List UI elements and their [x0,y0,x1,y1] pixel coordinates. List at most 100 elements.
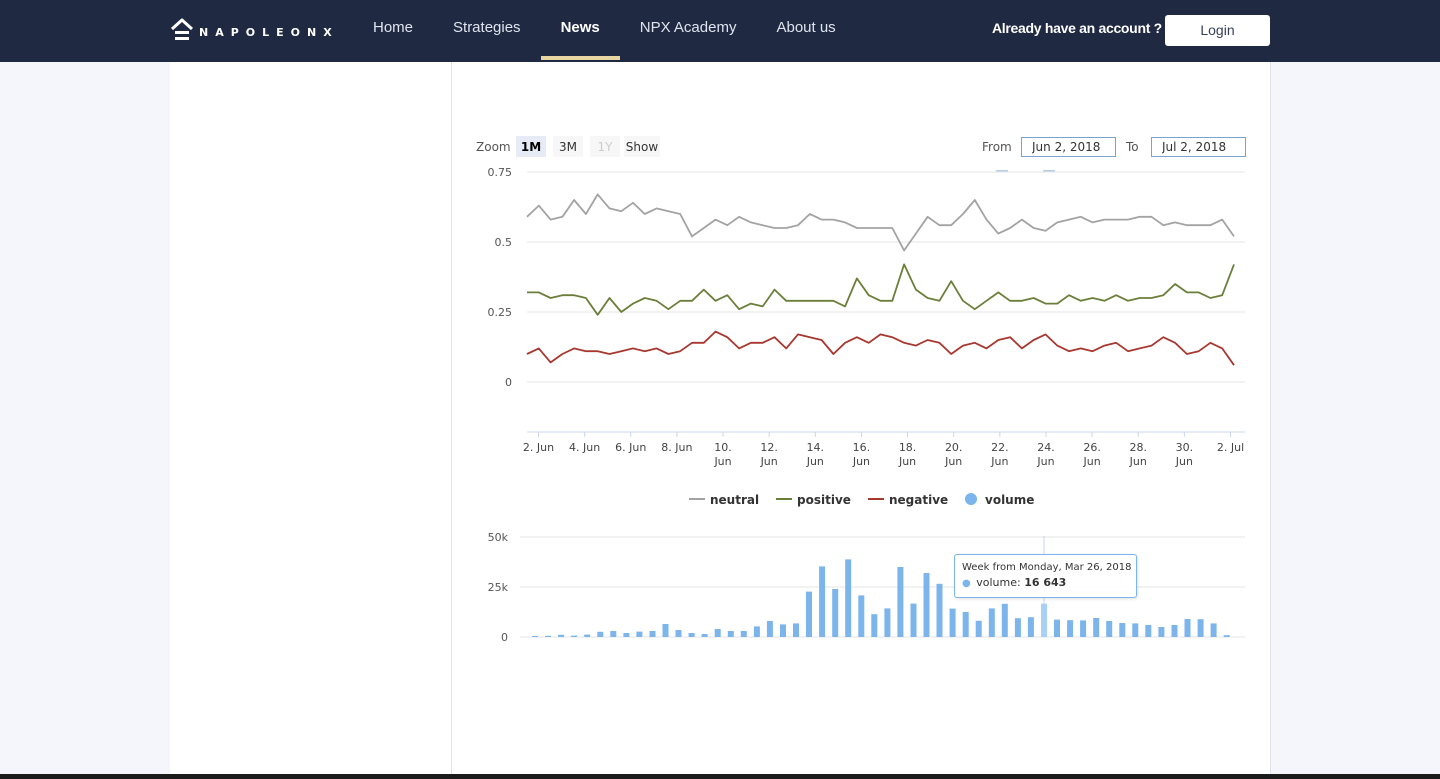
x-tick-label: 2. Jun [523,441,554,454]
x-axis: 2. Jun 4. Jun 6. Jun 8. Jun 10. Jun 12. Jun 14. J… [523,432,1244,468]
legend-item-positive[interactable]: positive [776,493,851,507]
tooltip-series-name: volume [976,576,1017,589]
volume-bar[interactable] [832,589,839,637]
nav-item-about-us[interactable]: About us [776,19,836,36]
volume-bar[interactable] [1027,617,1034,637]
volume-bar[interactable] [740,631,747,637]
volume-bar[interactable] [1132,623,1139,637]
nav-item-npx-academy[interactable]: NPX Academy [639,19,737,36]
volume-bar[interactable] [597,631,604,637]
volume-bar[interactable] [1067,620,1074,637]
volume-bar[interactable] [727,631,734,637]
x-tick-label: 8. Jun [661,441,692,454]
left-sidebar-panel [170,62,451,779]
volume-bar[interactable] [1197,619,1204,637]
zoom-button-1m[interactable]: 1M [516,136,546,157]
main-content-panel [451,62,1271,779]
account-prompt: Already have an account ? [992,20,1162,36]
volume-bar[interactable] [923,573,930,637]
series-line-neutral[interactable] [526,193,1235,252]
volume-bar[interactable] [701,634,708,637]
volume-bars [532,559,1230,637]
volume-bar[interactable] [753,626,760,637]
volume-bar[interactable] [858,595,865,637]
series-line-positive[interactable] [527,263,1235,316]
nav-item-home[interactable]: Home [373,19,414,36]
login-button[interactable]: Login [1165,15,1270,46]
volume-bar[interactable] [1054,619,1060,637]
volume-bar[interactable] [649,631,656,637]
to-date-input[interactable] [1151,137,1246,157]
x-tick-label: 10. Jun [713,441,731,468]
volume-bar[interactable] [975,620,982,637]
zoom-button-3m[interactable]: 3M [553,136,583,157]
volume-bar[interactable] [1001,603,1008,637]
legend-item-negative[interactable]: negative [868,493,948,507]
volume-bar[interactable] [1210,623,1217,637]
legend-item-neutral[interactable]: neutral [689,493,759,507]
volume-bar[interactable] [910,603,917,637]
volume-bar[interactable] [688,633,695,637]
zoom-button-show-label: Show [626,140,659,154]
volume-bar[interactable] [662,624,669,637]
nav-item-news[interactable]: News [540,0,620,62]
from-date-input[interactable] [1021,137,1116,157]
series-line-negative[interactable] [526,330,1235,366]
volume-bar[interactable] [558,634,565,637]
volume-bar[interactable] [532,636,538,637]
legend-negative-label: negative [889,493,948,507]
volume-bar[interactable] [1223,635,1230,637]
volume-bar[interactable] [1041,603,1047,637]
nav-item-strategies[interactable]: Strategies [453,19,521,36]
volume-bar[interactable] [1171,625,1178,637]
navigator-handle-left[interactable] [996,170,1008,172]
volume-bar[interactable] [623,633,630,637]
window-bottom-edge [0,774,1440,779]
volume-bar[interactable] [1145,625,1152,637]
y-tick-label: 0.5 [495,236,513,249]
volume-bar[interactable] [1158,627,1165,637]
x-tick-label: 22. Jun [990,441,1008,468]
volume-y-tick-label: 0 [501,631,508,644]
volume-bar[interactable] [610,631,617,637]
volume-bar[interactable] [636,631,643,637]
volume-bar[interactable] [1119,623,1126,637]
volume-bar[interactable] [584,634,591,637]
volume-bar[interactable] [871,614,878,637]
upper-y-axis: 0.75 0.5 0.25 0 [488,166,513,389]
volume-bar[interactable] [936,583,943,637]
x-tick-label: 12. Jun [760,441,778,468]
volume-bar[interactable] [819,566,826,637]
volume-bar[interactable] [1093,618,1100,637]
sentiment-series [526,193,1235,366]
brand-logo[interactable]: NAPOLEONX [171,17,339,43]
volume-bar[interactable] [897,567,904,637]
volume-bar[interactable] [766,621,773,637]
volume-bar[interactable] [571,635,578,637]
x-tick-label: 14. Jun [806,441,824,468]
volume-bar[interactable] [1106,621,1113,637]
volume-bar[interactable] [793,623,799,637]
legend-item-volume[interactable]: volume [965,493,1034,507]
volume-bar[interactable] [962,612,969,637]
volume-bar[interactable] [1184,619,1191,637]
y-tick-label: 0 [505,376,512,389]
volume-bar[interactable] [845,559,852,637]
volume-bar[interactable] [988,608,995,637]
volume-bar[interactable] [780,624,786,637]
volume-bar[interactable] [545,635,551,637]
zoom-button-show[interactable]: Show [624,136,660,157]
volume-bar[interactable] [884,608,891,637]
volume-bar[interactable] [714,629,721,637]
zoom-button-1y[interactable]: 1Y [590,136,620,157]
x-tick-label: 16. Jun [852,441,870,468]
volume-bar[interactable] [949,608,956,637]
volume-y-axis: 50k 25k 0 [488,531,509,644]
volume-bar[interactable] [1080,620,1087,637]
x-tick-label: 6. Jun [615,441,646,454]
tooltip-row: ● volume: 16 643 [962,576,1067,589]
navigator-handle-right[interactable] [1043,170,1055,172]
volume-bar[interactable] [675,630,682,637]
volume-bar[interactable] [1014,618,1021,637]
volume-bar[interactable] [806,591,812,637]
